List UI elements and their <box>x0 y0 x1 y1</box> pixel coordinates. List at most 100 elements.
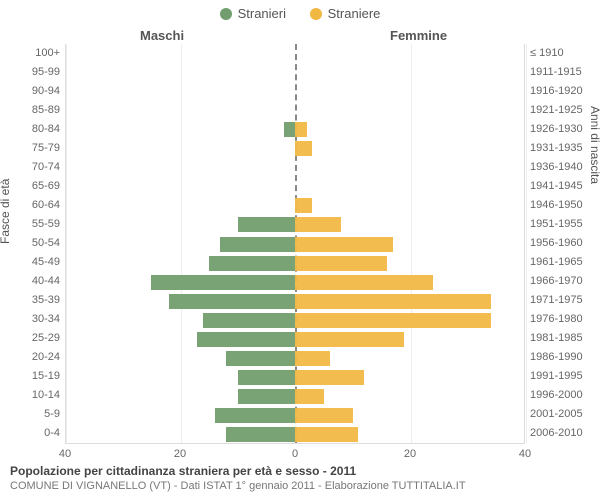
y-left-label: 15-19 <box>10 370 60 382</box>
pyramid-row <box>66 65 524 80</box>
gridline <box>526 44 527 443</box>
bar-female <box>295 275 433 290</box>
pyramid-row <box>66 160 524 175</box>
legend-item-male: Stranieri <box>220 6 286 21</box>
bar-female <box>295 122 307 137</box>
pyramid-row <box>66 408 524 423</box>
y-left-label: 95-99 <box>10 66 60 78</box>
y-right-label: 1911-1915 <box>530 66 590 78</box>
pyramid-row <box>66 427 524 442</box>
pyramid-row <box>66 84 524 99</box>
x-tick-label: 40 <box>59 448 71 460</box>
header-male: Maschi <box>140 28 184 43</box>
y-right-label: 1936-1940 <box>530 161 590 173</box>
y-left-label: 75-79 <box>10 142 60 154</box>
bar-female <box>295 427 358 442</box>
chart-footer: Popolazione per cittadinanza straniera p… <box>10 463 466 494</box>
y-right-label: 1916-1920 <box>530 85 590 97</box>
bar-female <box>295 313 491 328</box>
y-right-label: 1981-1985 <box>530 332 590 344</box>
y-right-label: ≤ 1910 <box>530 47 590 59</box>
y-right-label: 1991-1995 <box>530 370 590 382</box>
pyramid-row <box>66 275 524 290</box>
y-right-label: 1921-1925 <box>530 104 590 116</box>
y-right-label: 1996-2000 <box>530 389 590 401</box>
y-left-label: 85-89 <box>10 104 60 116</box>
pyramid-row <box>66 237 524 252</box>
x-tick-label: 0 <box>292 448 298 460</box>
y-right-label: 2006-2010 <box>530 427 590 439</box>
y-left-label: 45-49 <box>10 256 60 268</box>
bar-male <box>226 351 295 366</box>
y-right-label: 1966-1970 <box>530 275 590 287</box>
y-left-label: 25-29 <box>10 332 60 344</box>
bar-female <box>295 408 353 423</box>
pyramid-row <box>66 198 524 213</box>
y-right-label: 1986-1990 <box>530 351 590 363</box>
y-right-label: 1956-1960 <box>530 237 590 249</box>
y-left-label: 20-24 <box>10 351 60 363</box>
bar-male <box>203 313 295 328</box>
y-left-label: 55-59 <box>10 218 60 230</box>
pyramid-row <box>66 122 524 137</box>
y-left-label: 80-84 <box>10 123 60 135</box>
bar-male <box>238 217 296 232</box>
y-right-label: 2001-2005 <box>530 408 590 420</box>
bar-female <box>295 351 330 366</box>
legend-label-female: Straniere <box>328 6 381 21</box>
y-left-label: 30-34 <box>10 313 60 325</box>
y-left-label: 70-74 <box>10 161 60 173</box>
y-left-label: 50-54 <box>10 237 60 249</box>
bar-male <box>215 408 296 423</box>
y-left-label: 90-94 <box>10 85 60 97</box>
pyramid-row <box>66 332 524 347</box>
footer-title: Popolazione per cittadinanza straniera p… <box>10 463 466 479</box>
y-left-label: 40-44 <box>10 275 60 287</box>
pyramid-row <box>66 389 524 404</box>
bar-female <box>295 198 312 213</box>
pyramid-row <box>66 351 524 366</box>
pyramid-row <box>66 103 524 118</box>
y-right-label: 1931-1935 <box>530 142 590 154</box>
y-right-label: 1961-1965 <box>530 256 590 268</box>
bar-male <box>284 122 296 137</box>
y-left-label: 35-39 <box>10 294 60 306</box>
x-tick-label: 20 <box>174 448 186 460</box>
legend-item-female: Straniere <box>310 6 381 21</box>
footer-subtitle: COMUNE DI VIGNANELLO (VT) - Dati ISTAT 1… <box>10 479 466 494</box>
bar-male <box>220 237 295 252</box>
y-left-label: 5-9 <box>10 408 60 420</box>
pyramid-row <box>66 256 524 271</box>
legend: Stranieri Straniere <box>0 6 600 23</box>
pyramid-row <box>66 179 524 194</box>
y-right-label: 1941-1945 <box>530 180 590 192</box>
bar-female <box>295 294 491 309</box>
bar-female <box>295 217 341 232</box>
pyramid-row <box>66 141 524 156</box>
bar-male <box>151 275 295 290</box>
pyramid-row <box>66 313 524 328</box>
chart-container: Stranieri Straniere Maschi Femmine Fasce… <box>0 0 600 500</box>
y-left-label: 100+ <box>10 47 60 59</box>
bar-female <box>295 332 404 347</box>
plot-area <box>65 44 525 444</box>
bar-male <box>197 332 295 347</box>
bar-male <box>226 427 295 442</box>
bar-male <box>238 389 296 404</box>
bar-female <box>295 141 312 156</box>
y-right-label: 1926-1930 <box>530 123 590 135</box>
bar-female <box>295 237 393 252</box>
y-left-label: 10-14 <box>10 389 60 401</box>
bar-male <box>209 256 295 271</box>
y-right-label: 1946-1950 <box>530 199 590 211</box>
pyramid-row <box>66 46 524 61</box>
pyramid-row <box>66 217 524 232</box>
y-left-label: 60-64 <box>10 199 60 211</box>
y-right-label: 1951-1955 <box>530 218 590 230</box>
x-tick-label: 20 <box>404 448 416 460</box>
header-female: Femmine <box>390 28 447 43</box>
y-left-label: 0-4 <box>10 427 60 439</box>
bar-female <box>295 389 324 404</box>
legend-swatch-male <box>220 8 232 20</box>
bar-female <box>295 370 364 385</box>
